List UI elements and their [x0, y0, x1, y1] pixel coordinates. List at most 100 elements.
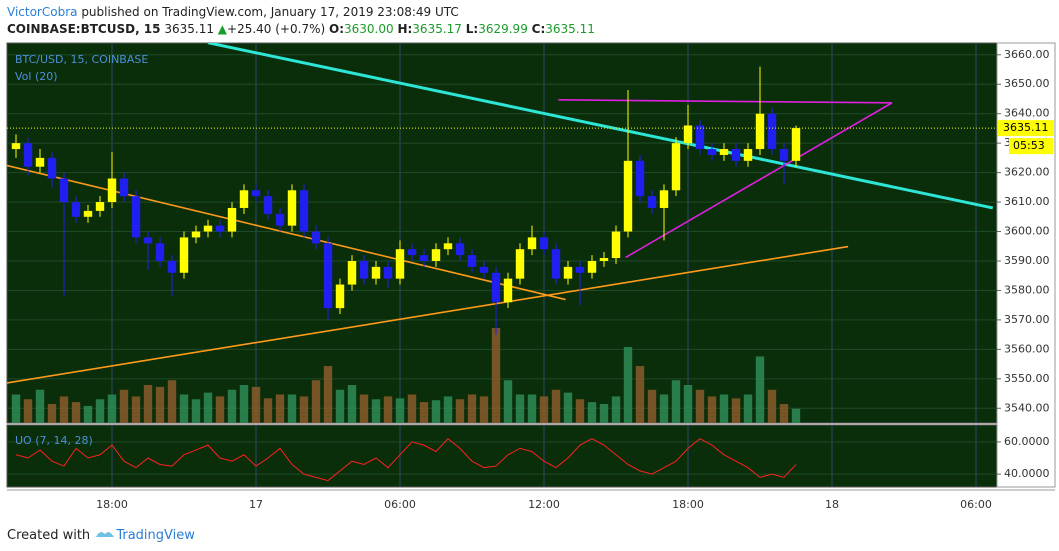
volume-bar — [431, 400, 441, 423]
volume-bar — [695, 389, 705, 423]
volume-bar — [683, 385, 693, 423]
volume-bar — [35, 389, 45, 423]
volume-bar — [275, 394, 285, 423]
last-price-box — [998, 120, 1054, 137]
candle-body — [515, 249, 525, 279]
candle-body — [131, 196, 141, 238]
candle-body — [755, 113, 765, 150]
volume-bar — [527, 394, 537, 423]
volume-bar — [587, 402, 597, 423]
volume-bar — [179, 394, 189, 423]
volume-bar — [491, 328, 501, 423]
volume-bar — [563, 392, 573, 423]
y-tick-label: 3570.00 — [1004, 313, 1050, 326]
candle-body — [695, 125, 705, 150]
candle-body — [467, 255, 477, 267]
volume-bar — [155, 386, 165, 423]
l-value: 3629.99 — [478, 22, 528, 36]
volume-bar — [767, 389, 777, 423]
candle-body — [431, 249, 441, 261]
publish-line: VictorCobra published on TradingView.com… — [7, 5, 459, 19]
volume-bar — [647, 389, 657, 423]
countdown-box — [1009, 138, 1053, 155]
y-tick-label: 3580.00 — [1004, 283, 1050, 296]
chart-title: BTC/USD, 15, COINBASE — [15, 53, 148, 66]
x-tick-label: 12:00 — [528, 498, 560, 511]
candle-body — [107, 178, 117, 203]
volume-bar — [203, 392, 213, 423]
volume-bar — [83, 405, 93, 423]
volume-bar — [143, 385, 153, 423]
candle-body — [311, 231, 321, 244]
volume-bar — [659, 394, 669, 423]
volume-bar — [323, 366, 333, 423]
candle-body — [575, 266, 585, 273]
candle-body — [11, 143, 21, 150]
volume-bar — [575, 399, 585, 423]
candle-body — [143, 237, 153, 244]
y-tick-label: 3600.00 — [1004, 225, 1050, 238]
candle-body — [587, 260, 597, 273]
volume-bar — [539, 396, 549, 423]
volume-bar — [335, 389, 345, 423]
candle-body — [731, 149, 741, 161]
candle-body — [443, 243, 453, 250]
volume-bar — [95, 399, 105, 423]
last-price: 3635.11 — [164, 22, 214, 36]
candle-body — [767, 113, 777, 150]
volume-bar — [359, 394, 369, 423]
footer: Created with TradingView — [7, 525, 195, 543]
y-tick-label: 3620.00 — [1004, 166, 1050, 179]
candle-body — [371, 266, 381, 279]
volume-bar — [719, 394, 729, 423]
brand[interactable]: TradingView — [116, 528, 195, 543]
published: published on TradingView.com, January 17… — [81, 5, 459, 19]
volume-bar — [299, 396, 309, 423]
volume-bar — [239, 385, 249, 423]
volume-bar — [371, 399, 381, 423]
candle-body — [719, 149, 729, 155]
candle-body — [95, 202, 105, 211]
candle-body — [191, 231, 201, 238]
y-tick-label: 3660.00 — [1004, 48, 1050, 61]
c-label: C: — [531, 22, 546, 36]
candle-body — [707, 149, 717, 155]
candle-body — [227, 207, 237, 232]
candle-body — [215, 225, 225, 232]
y-tick-label: 3640.00 — [1004, 107, 1050, 120]
x-tick-label: 06:00 — [960, 498, 992, 511]
candle-body — [779, 149, 789, 161]
candle-body — [683, 125, 693, 144]
price-panel — [6, 42, 998, 424]
volume-bar — [611, 396, 621, 423]
c-value: 3635.11 — [545, 22, 595, 36]
volume-label: Vol (20) — [15, 70, 58, 83]
x-tick-label: 17 — [249, 498, 263, 511]
volume-bar — [383, 396, 393, 423]
author[interactable]: VictorCobra — [7, 5, 78, 19]
volume-bar — [119, 389, 129, 423]
trend-line — [7, 245, 849, 384]
y-tick-label: 3560.00 — [1004, 342, 1050, 355]
candle-body — [743, 149, 753, 161]
volume-bar — [503, 380, 513, 423]
candle-body — [71, 202, 81, 217]
volume-bar — [107, 394, 117, 423]
volume-bar — [755, 356, 765, 423]
chart: 18:00 17 06:00 12:00 18:00 18 06:00 3540.00 3550… — [6, 42, 1056, 511]
volume-bar — [671, 380, 681, 423]
indicator-panel — [6, 424, 998, 488]
volume-bar — [215, 396, 225, 423]
volume-bar — [479, 396, 489, 423]
volume-bar — [635, 366, 645, 423]
volume-bar — [71, 402, 81, 423]
candle-body — [251, 190, 261, 197]
volume-bar — [791, 408, 801, 423]
volume-bar — [11, 394, 21, 423]
price-axis — [996, 42, 1056, 488]
quote-line: COINBASE:BTCUSD, 15 3635.11 ▲+25.40 (+0.… — [7, 22, 595, 36]
candle-body — [659, 190, 669, 208]
logo — [96, 532, 115, 537]
x-tick-label: 18:00 — [96, 498, 128, 511]
candle-body — [179, 237, 189, 273]
